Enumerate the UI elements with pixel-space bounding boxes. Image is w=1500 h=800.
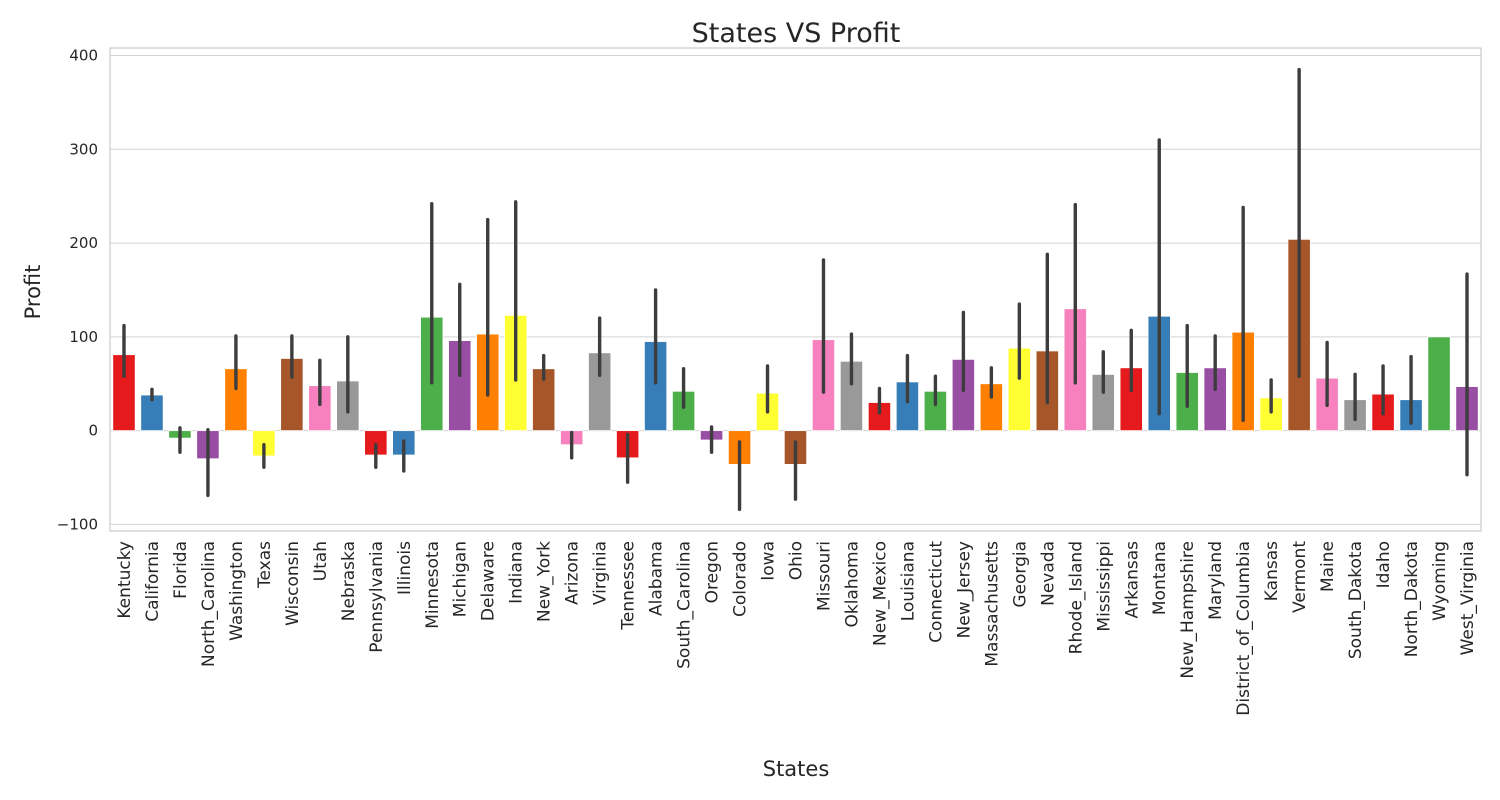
x-tick-label: Georgia [1010,541,1030,608]
x-tick-label: North_Dakota [1402,541,1422,657]
x-tick-label: Iowa [759,541,779,581]
x-tick-labels: Kentucky California Florida North_Carolina W… [115,541,1478,716]
x-tick-label: Illinois [395,541,415,595]
x-tick-label: North_Carolina [199,541,219,667]
x-axis-title: States [763,757,830,781]
x-tick-label: South_Dakota [1346,541,1366,659]
x-tick-label: New_Jersey [954,541,974,638]
x-tick-label: Delaware [479,541,499,621]
x-tick-label: Oregon [703,541,723,603]
x-tick-label: Rhode_Island [1066,541,1086,654]
y-tick-labels: −100 0 100 200 300 400 [57,47,98,534]
x-tick-label: Virginia [591,541,611,605]
chart-title: States VS Profit [692,18,901,49]
y-tick-label: 100 [69,328,98,346]
x-tick-label: California [143,541,163,622]
y-tick-label: 300 [69,140,98,158]
plot-frame [109,47,1482,532]
x-tick-label: New_Mexico [870,541,890,646]
x-tick-label: Idaho [1374,541,1394,588]
x-tick-label: New_York [535,541,555,622]
x-tick-label: Arkansas [1122,541,1142,619]
x-tick-label: Oklahoma [842,541,862,628]
x-tick-label: Vermont [1290,541,1310,613]
x-tick-label: Alabama [647,541,667,616]
x-tick-label: Montana [1150,541,1170,615]
x-tick-label: Maryland [1206,541,1226,620]
x-tick-label: Arizona [563,541,583,605]
x-tick-label: Wisconsin [283,541,303,626]
x-tick-label: New_Hampshire [1178,541,1198,679]
x-tick-label: Connecticut [926,541,946,643]
x-tick-label: Washington [227,541,247,641]
y-tick-label: −100 [57,515,98,533]
x-tick-label: Ohio [787,541,807,580]
x-tick-label: Nebraska [339,541,359,621]
x-tick-label: Colorado [731,541,751,617]
x-tick-label: District_of_Columbia [1234,541,1254,716]
x-tick-label: Texas [255,541,275,589]
x-tick-label: Florida [171,541,191,599]
x-tick-label: Kentucky [115,541,135,619]
x-tick-label: Utah [311,541,331,581]
x-tick-label: Michigan [451,541,471,617]
x-tick-label: Minnesota [423,541,443,629]
bars [112,238,1479,465]
x-tick-label: Maine [1318,541,1338,592]
y-axis-title: Profit [21,265,45,320]
x-tick-label: Nevada [1038,541,1058,606]
y-tick-label: 200 [69,234,98,252]
x-tick-label: Tennessee [619,541,639,631]
y-tick-label: 400 [69,47,98,65]
x-tick-label: South_Carolina [675,541,695,669]
x-tick-label: Missouri [814,541,834,611]
x-tick-label: West_Virginia [1458,541,1478,655]
x-tick-label: Mississippi [1094,541,1114,632]
bar [1427,336,1451,432]
x-tick-label: Pennsylvania [367,541,387,653]
x-tick-label: Wyoming [1430,541,1450,621]
x-tick-label: Indiana [507,541,527,604]
x-tick-label: Kansas [1262,541,1282,601]
x-tick-label: Massachusetts [982,541,1002,667]
y-tick-label: 0 [88,422,98,440]
x-tick-label: Louisiana [898,541,918,621]
error-bars [122,67,1469,512]
